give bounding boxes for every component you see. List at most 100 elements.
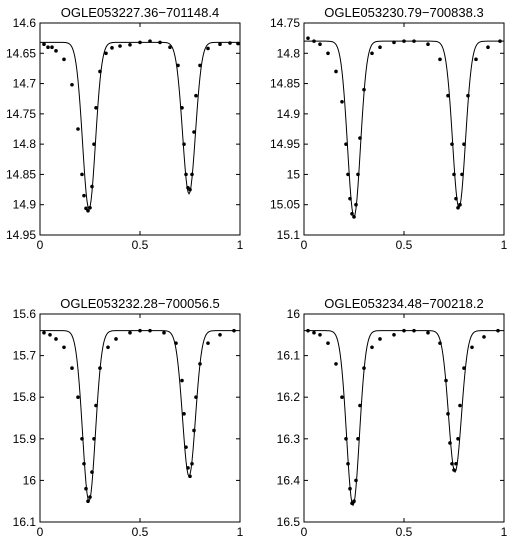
data-point — [358, 136, 362, 140]
data-point — [346, 461, 350, 466]
data-point — [344, 437, 348, 441]
data-point — [232, 328, 236, 333]
y-tick-label: 16.4 — [277, 473, 301, 487]
data-point — [70, 366, 74, 370]
data-point — [206, 341, 210, 345]
data-point — [482, 335, 486, 339]
data-point — [82, 193, 86, 198]
data-point — [392, 40, 396, 45]
data-point — [350, 212, 354, 216]
data-point — [456, 205, 460, 210]
data-point — [356, 437, 360, 441]
data-point — [42, 330, 46, 335]
panel-title: OGLE053227.36−701148.4 — [61, 5, 219, 20]
data-point — [92, 142, 96, 146]
data-point — [180, 106, 184, 110]
data-point — [228, 41, 232, 45]
y-tick-label: 14.7 — [13, 77, 37, 91]
x-tick-label: 0.5 — [132, 238, 149, 252]
data-point — [462, 142, 466, 146]
data-point — [306, 328, 310, 333]
data-point — [312, 330, 316, 335]
data-point — [148, 328, 152, 333]
panel-1: OGLE053227.36−701148.4 14.6 14.65 14.7 14.7… — [6, 5, 244, 252]
data-point — [118, 44, 122, 48]
y-tick-label: 16 — [23, 473, 37, 487]
y-tick-label: 16.3 — [277, 432, 301, 446]
y-tick-label: 14.9 — [277, 107, 301, 121]
data-point — [106, 345, 110, 350]
data-point — [454, 196, 458, 201]
data-point — [48, 333, 52, 337]
data-point — [402, 39, 406, 43]
data-point — [326, 51, 330, 56]
plot-area — [304, 36, 504, 219]
data-point — [84, 206, 88, 211]
y-tick-label: 15.6 — [13, 307, 37, 321]
data-point — [186, 466, 190, 470]
data-point — [392, 333, 396, 337]
x-tick-label: 1 — [501, 238, 508, 252]
data-point — [460, 172, 464, 177]
panel-title: OGLE053234.48−700218.2 — [324, 296, 483, 311]
data-point — [452, 468, 456, 472]
y-tick-label: 14.75 — [270, 16, 300, 30]
data-point — [362, 366, 366, 370]
data-point — [450, 461, 454, 466]
data-point — [62, 57, 66, 62]
data-point — [426, 330, 430, 335]
data-point — [94, 403, 98, 408]
data-point — [412, 328, 416, 333]
x-tick-label: 0.5 — [396, 525, 413, 538]
y-tick-label: 14.95 — [6, 228, 36, 242]
data-point — [470, 345, 474, 350]
data-point — [128, 43, 132, 47]
data-point — [236, 41, 240, 46]
y-tick-label: 16.2 — [277, 390, 301, 404]
data-point — [362, 87, 366, 92]
data-point — [98, 366, 102, 370]
data-point — [318, 42, 322, 46]
data-point — [158, 40, 162, 45]
data-point — [192, 428, 196, 433]
data-point — [80, 172, 84, 177]
data-point — [412, 39, 416, 43]
y-tick-label: 16.1 — [277, 349, 301, 363]
data-point — [438, 57, 442, 62]
data-point — [82, 461, 86, 466]
plot-area — [304, 328, 504, 507]
data-point — [94, 106, 98, 110]
data-point — [138, 328, 142, 333]
data-point — [446, 93, 450, 98]
data-point — [176, 63, 180, 68]
data-point — [438, 341, 442, 345]
x-tick-label: 1 — [501, 525, 508, 538]
data-point — [370, 345, 374, 350]
panel-4: OGLE053234.48−700218.2 16 16.1 16.2 16.3 16.… — [277, 296, 508, 538]
data-point — [306, 36, 310, 40]
data-point — [148, 39, 152, 43]
data-point — [84, 486, 88, 491]
data-point — [182, 142, 186, 146]
y-tick-label: 16 — [287, 307, 301, 321]
data-point — [354, 478, 358, 483]
plot-area — [40, 39, 240, 213]
data-point — [458, 202, 462, 207]
data-point — [62, 345, 66, 350]
data-point — [340, 395, 344, 399]
data-point — [446, 412, 450, 416]
data-point — [370, 51, 374, 56]
data-point — [194, 395, 198, 399]
data-point — [402, 328, 406, 333]
data-point — [198, 362, 202, 366]
data-point — [348, 486, 352, 491]
data-point — [54, 49, 58, 53]
data-point — [334, 69, 338, 74]
data-point — [138, 40, 142, 45]
data-point — [80, 437, 84, 441]
data-point — [352, 499, 356, 503]
y-tick-label: 14.6 — [13, 16, 37, 30]
data-point — [456, 437, 460, 441]
data-point — [444, 378, 448, 383]
data-point — [462, 366, 466, 370]
